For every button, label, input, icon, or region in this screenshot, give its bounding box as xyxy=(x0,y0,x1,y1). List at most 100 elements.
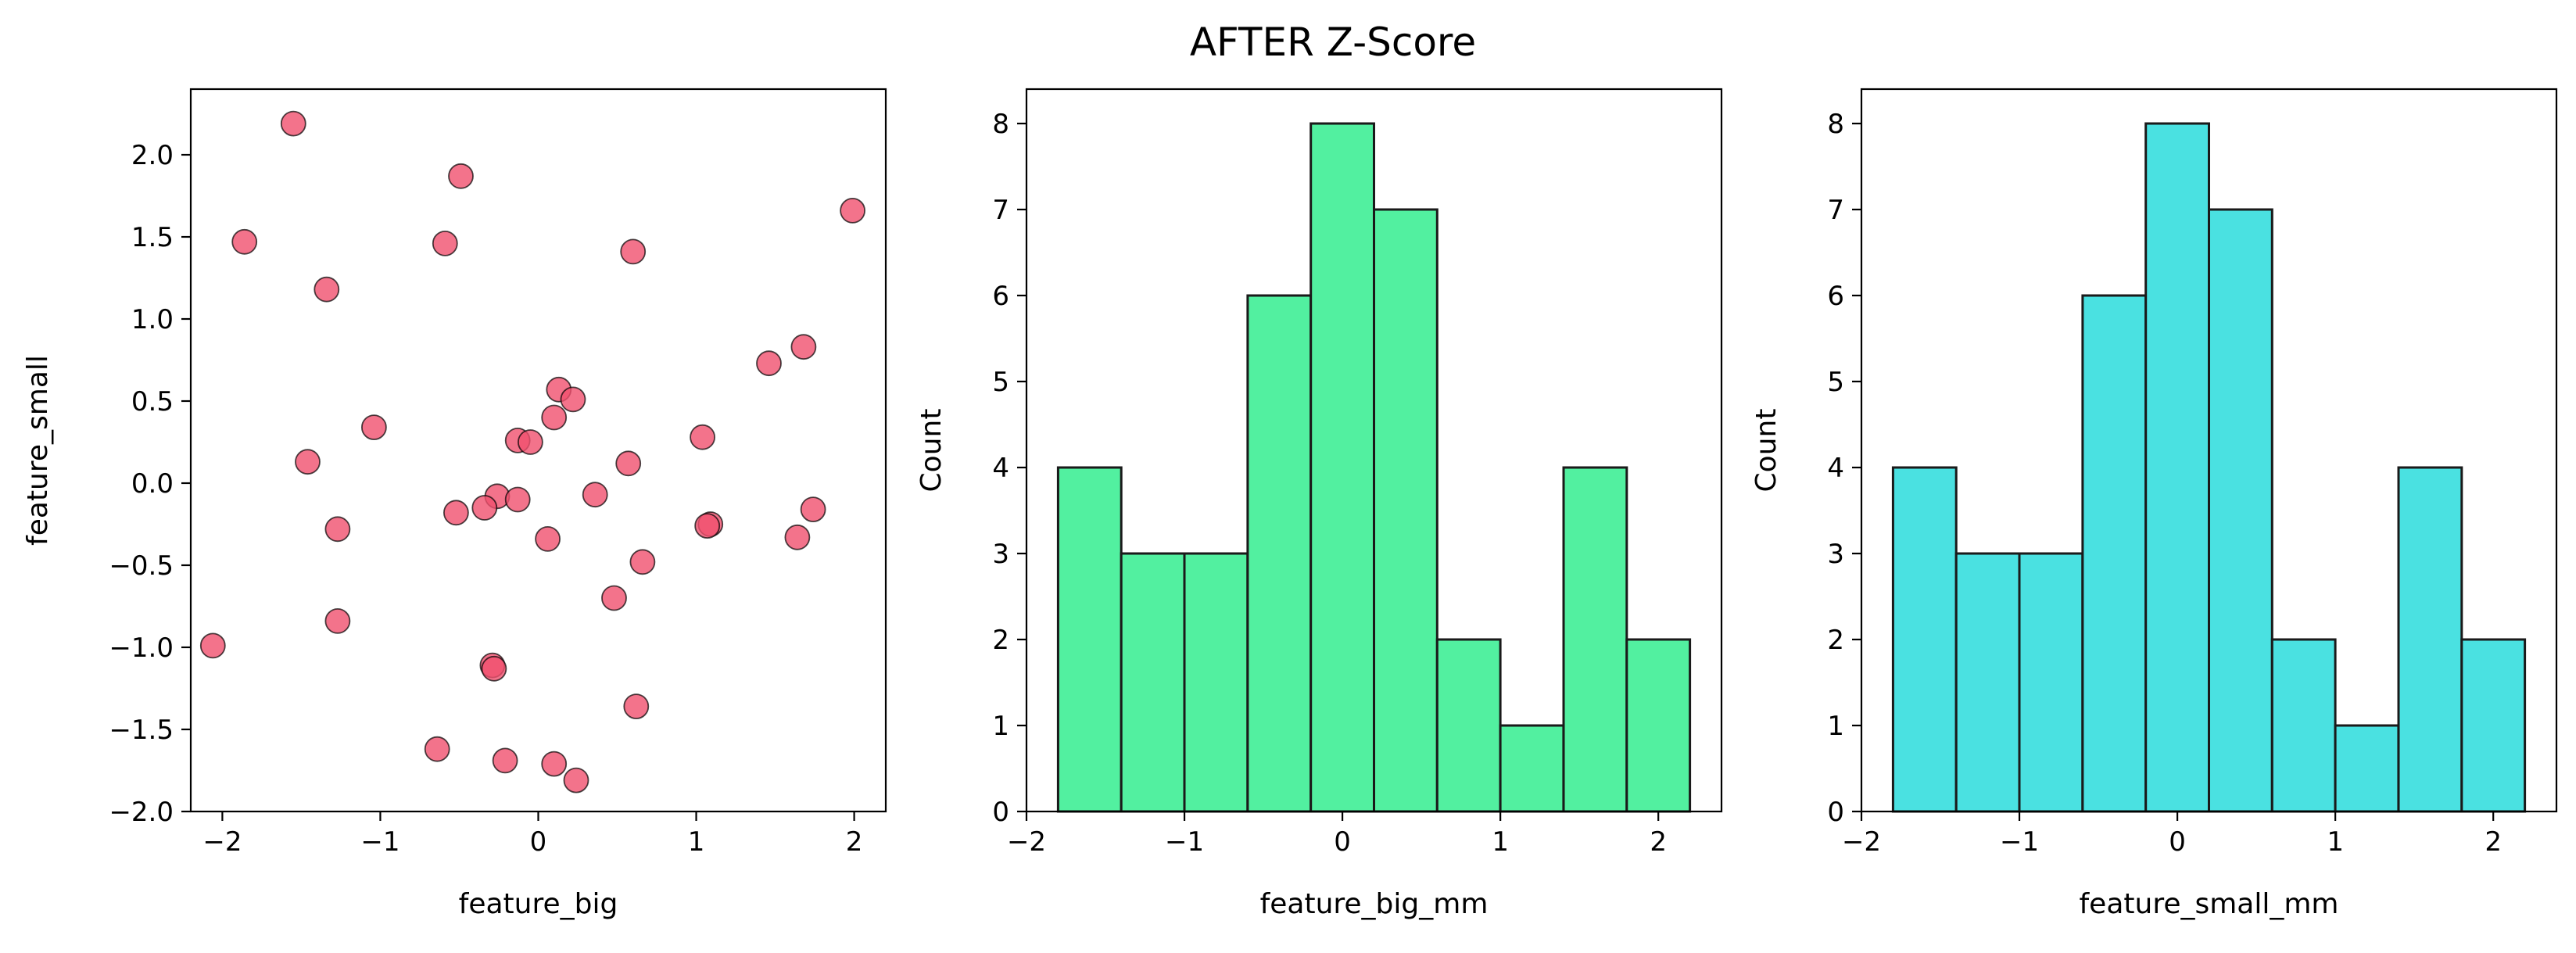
y-tick-label: 1 xyxy=(992,711,1009,742)
histogram-bar xyxy=(2144,122,2210,813)
scatter-point xyxy=(541,404,568,431)
histogram-bar xyxy=(1120,552,1186,813)
scatter-point xyxy=(424,736,450,762)
y-tick-label: 0.0 xyxy=(131,468,174,500)
y-axis-label: Count xyxy=(915,409,948,493)
scatter-point xyxy=(563,767,589,794)
y-tick-label: 0.5 xyxy=(131,386,174,417)
scatter-point xyxy=(629,549,656,575)
scatter-point xyxy=(790,334,817,360)
y-tick-label: 1.0 xyxy=(131,304,174,335)
y-tick-label: −2.0 xyxy=(109,797,174,828)
scatter-point xyxy=(615,450,642,477)
y-tick-label: 6 xyxy=(1827,281,1844,312)
y-tick-label: 8 xyxy=(992,109,1009,140)
scatter-point xyxy=(840,197,865,224)
y-tick-label: 8 xyxy=(1827,109,1844,140)
scatter-point xyxy=(800,496,826,522)
y-tick-label: 2 xyxy=(992,625,1009,656)
scatter-point xyxy=(432,230,458,256)
scatter-point xyxy=(784,524,811,550)
histogram-bar xyxy=(2018,552,2084,813)
x-tick-label: −2 xyxy=(1842,826,1881,858)
y-tick-label: −0.5 xyxy=(109,550,174,582)
y-tick-label: −1.0 xyxy=(109,632,174,664)
x-axis-label: feature_big xyxy=(459,888,618,920)
histogram-bar xyxy=(2397,466,2463,813)
scatter-point xyxy=(313,276,340,303)
y-tick-label: 2.0 xyxy=(131,140,174,171)
histogram-panel-feature-big-mm: −2 −1 0 1 2 0 1 2 3 4 5 6 7 8 feature_big_mm Count xyxy=(915,88,1723,920)
y-tick-label: 5 xyxy=(992,367,1009,398)
y-tick-label: 6 xyxy=(992,281,1009,312)
histogram-bar xyxy=(1246,294,1313,813)
y-tick-label: 4 xyxy=(992,453,1009,484)
figure-title: AFTER Z-Score xyxy=(1190,20,1476,65)
histogram-bar xyxy=(2081,294,2148,813)
scatter-point xyxy=(231,228,258,255)
scatter-point xyxy=(690,424,715,450)
x-tick-label: −2 xyxy=(202,826,242,858)
x-tick-label: 2 xyxy=(1650,826,1667,858)
scatter-point xyxy=(280,110,306,137)
x-axis-label: feature_small_mm xyxy=(2080,888,2339,920)
y-axis-label: Count xyxy=(1750,409,1782,493)
histogram-bar xyxy=(2460,638,2527,813)
y-tick-label: 7 xyxy=(1827,195,1844,226)
histogram-bar xyxy=(1891,466,1958,813)
x-tick-label: 0 xyxy=(1334,826,1351,858)
histogram-bar xyxy=(1183,552,1249,813)
histogram-panel-feature-small-mm: −2 −1 0 1 2 0 1 2 3 4 5 6 7 8 feature_small_mm Count xyxy=(1750,88,2558,920)
y-tick-label: 0 xyxy=(1827,797,1844,828)
y-tick-label: 4 xyxy=(1827,453,1844,484)
histogram-bar xyxy=(1435,638,1502,813)
x-tick-label: −1 xyxy=(360,826,399,858)
x-tick-label: −1 xyxy=(1165,826,1204,858)
y-tick-label: 3 xyxy=(1827,539,1844,570)
histogram-bar xyxy=(1954,552,2021,813)
scatter-point xyxy=(756,350,782,377)
y-tick-label: 7 xyxy=(992,195,1009,226)
scatter-point xyxy=(471,495,498,521)
scatter-point xyxy=(443,500,469,526)
scatter-panel: −2 −1 0 1 2 −2.0 −1.5 −1.0 −0.5 0.0 0.5 1.0 1.5 2.0 fe… xyxy=(22,88,887,920)
x-tick-label: 0 xyxy=(2169,826,2186,858)
y-tick-label: 3 xyxy=(992,539,1009,570)
histogram-bar xyxy=(1056,466,1123,813)
x-tick-label: 1 xyxy=(2327,826,2344,858)
scatter-point xyxy=(560,386,586,413)
scatter-point xyxy=(360,414,387,440)
histogram-bar xyxy=(2334,724,2400,813)
scatter-point xyxy=(492,747,518,774)
scatter-point xyxy=(324,608,351,634)
scatter-point xyxy=(199,632,226,659)
x-tick-label: 0 xyxy=(530,826,547,858)
scatter-point xyxy=(324,516,351,543)
x-tick-label: 2 xyxy=(2485,826,2502,858)
histogram-bar xyxy=(2270,638,2337,813)
y-tick-label: 0 xyxy=(992,797,1009,828)
histogram-bar xyxy=(2208,208,2273,813)
scatter-point xyxy=(541,751,568,777)
scatter-point xyxy=(535,526,561,552)
scatter-point xyxy=(518,429,543,455)
axes-frame xyxy=(1860,88,2558,813)
scatter-point xyxy=(623,693,650,719)
scatter-point xyxy=(582,482,608,508)
scatter-point xyxy=(481,655,507,682)
x-axis-label: feature_big_mm xyxy=(1260,888,1489,920)
y-tick-label: 2 xyxy=(1827,625,1844,656)
x-tick-label: 1 xyxy=(688,826,705,858)
scatter-point xyxy=(620,238,647,265)
y-axis-label: feature_small xyxy=(22,355,54,546)
axes-frame xyxy=(1025,88,1723,813)
scatter-point xyxy=(601,585,627,611)
histogram-bar xyxy=(1373,208,1438,813)
histogram-bar xyxy=(1309,122,1375,813)
scatter-point xyxy=(694,513,721,539)
y-tick-label: −1.5 xyxy=(109,715,174,746)
histogram-bar xyxy=(1499,724,1565,813)
histogram-bar xyxy=(1625,638,1692,813)
y-tick-label: 5 xyxy=(1827,367,1844,398)
